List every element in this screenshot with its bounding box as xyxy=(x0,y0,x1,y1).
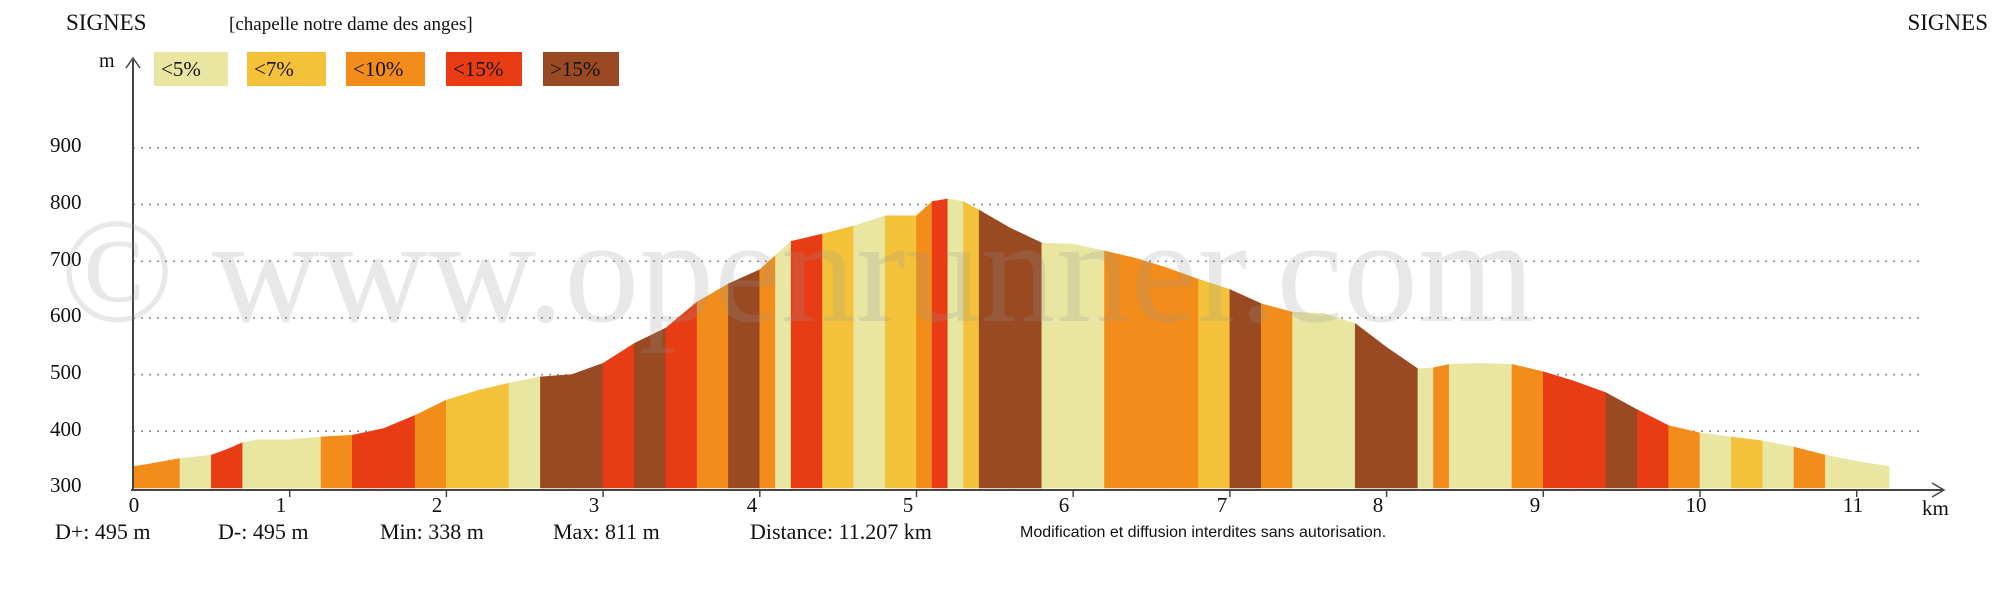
profile-segment xyxy=(1480,362,1513,489)
x-tick-label: 6 xyxy=(1058,493,1070,517)
profile-segment xyxy=(540,374,573,489)
legend-label: <5% xyxy=(161,57,201,81)
profile-segment xyxy=(1386,346,1419,489)
x-tick-label: 2 xyxy=(431,493,443,517)
legend-item-lt5: <5% xyxy=(154,52,228,86)
x-tick-label: 8 xyxy=(1372,493,1384,517)
profile-segment xyxy=(1825,454,1857,489)
profile-segment xyxy=(148,458,181,489)
x-tick-label: 5 xyxy=(902,493,914,517)
copyright-notice: Modification et diffusion interdites san… xyxy=(1020,524,1387,541)
profile-segment xyxy=(242,439,259,489)
legend-item-gt15: >15% xyxy=(543,52,619,86)
x-tick-label: 10 xyxy=(1685,493,1707,517)
x-axis-arrow-icon xyxy=(1931,482,1946,498)
x-tick-label: 7 xyxy=(1216,493,1228,517)
profile-segment xyxy=(289,436,322,489)
min-elevation: Min: 338 m xyxy=(380,519,484,544)
profile-segment xyxy=(383,414,416,489)
legend-item-lt10: <10% xyxy=(346,52,425,86)
y-tick-label: 500 xyxy=(50,360,82,384)
x-tick-label: 3 xyxy=(588,493,600,517)
start-location-label: SIGNES xyxy=(66,10,147,35)
profile-segment xyxy=(352,428,385,489)
x-axis-unit: km xyxy=(1922,496,1949,520)
y-tick-label: 400 xyxy=(50,417,82,441)
y-tick-label: 800 xyxy=(50,190,82,214)
profile-segment xyxy=(571,362,604,489)
profile-segment xyxy=(320,434,353,489)
profile-segment xyxy=(446,390,479,489)
profile-segment xyxy=(226,442,243,489)
profile-segment xyxy=(1731,436,1763,489)
profile-segment xyxy=(258,439,291,489)
profile-segment xyxy=(1856,461,1890,489)
legend-label: <7% xyxy=(254,57,294,81)
profile-segment xyxy=(1511,364,1544,489)
legend-label: <15% xyxy=(453,57,504,81)
profile-segment xyxy=(132,463,149,489)
legend-item-lt15: <15% xyxy=(446,52,522,86)
profile-segment xyxy=(1543,371,1575,489)
profile-segment xyxy=(1448,362,1481,489)
watermark-text: © www.openrunner.com xyxy=(60,188,1535,354)
profile-segment xyxy=(414,399,447,489)
profile-segment xyxy=(1605,392,1638,489)
x-tick-label: 1 xyxy=(275,493,287,517)
max-elevation: Max: 811 m xyxy=(553,519,660,544)
x-tick-label: 9 xyxy=(1529,493,1541,517)
profile-segment xyxy=(1574,380,1607,489)
legend-item-lt7: <7% xyxy=(247,52,326,86)
profile-segment xyxy=(1762,440,1795,489)
legend-label: >15% xyxy=(550,57,601,81)
profile-segment xyxy=(1668,425,1701,489)
y-tick-label: 700 xyxy=(50,247,82,271)
profile-segment xyxy=(1433,364,1450,489)
profile-segment xyxy=(1793,446,1826,489)
profile-segment xyxy=(477,382,510,489)
y-axis-arrow-icon xyxy=(125,56,141,69)
y-axis-unit: m xyxy=(99,50,115,72)
y-tick-label: 900 xyxy=(50,133,82,157)
legend-label: <10% xyxy=(353,57,404,81)
elevation-gain: D+: 495 m xyxy=(55,519,151,544)
total-distance: Distance: 11.207 km xyxy=(750,519,932,544)
x-tick-label: 0 xyxy=(128,493,140,517)
y-tick-label: 600 xyxy=(50,303,82,327)
profile-segment xyxy=(1637,409,1669,489)
profile-segment xyxy=(179,454,212,489)
route-subtitle: [chapelle notre dame des anges] xyxy=(229,14,473,35)
x-tick-label: 11 xyxy=(1842,493,1864,517)
profile-segment xyxy=(1699,432,1732,489)
profile-segment xyxy=(508,376,541,489)
profile-segment xyxy=(602,342,635,489)
elevation-loss: D-: 495 m xyxy=(218,519,309,544)
y-tick-label: 300 xyxy=(50,473,82,497)
profile-segment xyxy=(211,449,228,489)
x-tick-label: 4 xyxy=(746,493,758,517)
profile-segment xyxy=(1417,367,1434,489)
end-location-label: SIGNES xyxy=(1907,10,1988,35)
